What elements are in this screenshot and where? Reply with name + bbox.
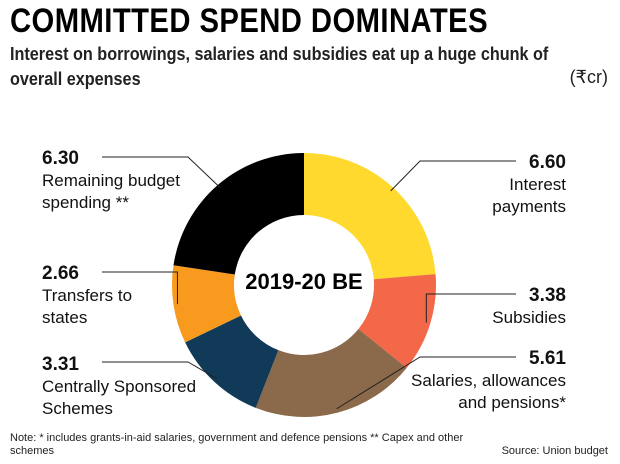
leader-line-0 (390, 160, 516, 192)
leader-line-1 (425, 293, 516, 323)
name-transfers: Transfers to states (42, 286, 133, 327)
donut-slice-2 (255, 329, 407, 417)
name-interest: Interest payments (492, 175, 566, 216)
label-interest: 6.60 Interest payments (476, 152, 566, 218)
value-subsidies: 3.38 (529, 285, 566, 306)
leader-line-3 (102, 361, 218, 380)
source-label: Source: Union budget (501, 445, 608, 457)
label-css: 3.31 Centrally Sponsored Schemes (42, 354, 212, 420)
leader-line-2 (336, 356, 516, 410)
value-salaries: 5.61 (529, 348, 566, 369)
donut-slice-3 (185, 315, 279, 408)
name-salaries: Salaries, allowances and pensions* (411, 371, 566, 412)
unit-label: (₹cr) (569, 67, 608, 87)
donut-slice-5 (173, 153, 304, 275)
chart-subtitle: Interest on borrowings, salaries and sub… (10, 44, 549, 89)
donut-slice-4 (172, 265, 241, 343)
donut-slice-0 (304, 153, 436, 280)
label-transfers: 2.66 Transfers to states (42, 263, 142, 329)
name-css: Centrally Sponsored Schemes (42, 377, 197, 418)
name-subsidies: Subsidies (492, 308, 566, 327)
center-label: 2019-20 BE (245, 269, 362, 294)
value-css: 3.31 (42, 354, 79, 375)
donut-slice-1 (358, 274, 436, 368)
label-remaining: 6.30 Remaining budget spending ** (42, 148, 182, 214)
leader-line-4 (102, 271, 178, 305)
value-interest: 6.60 (529, 152, 566, 173)
footnote: Note: * includes grants-in-aid salaries,… (10, 432, 464, 457)
leader-line-5 (102, 156, 221, 189)
value-remaining: 6.30 (42, 148, 79, 169)
chart-title: COMMITTED SPEND DOMINATES (10, 2, 489, 40)
name-remaining: Remaining budget spending ** (42, 171, 180, 212)
label-salaries: 5.61 Salaries, allowances and pensions* (386, 348, 566, 414)
label-subsidies: 3.38 Subsidies (492, 285, 566, 329)
value-transfers: 2.66 (42, 263, 79, 284)
